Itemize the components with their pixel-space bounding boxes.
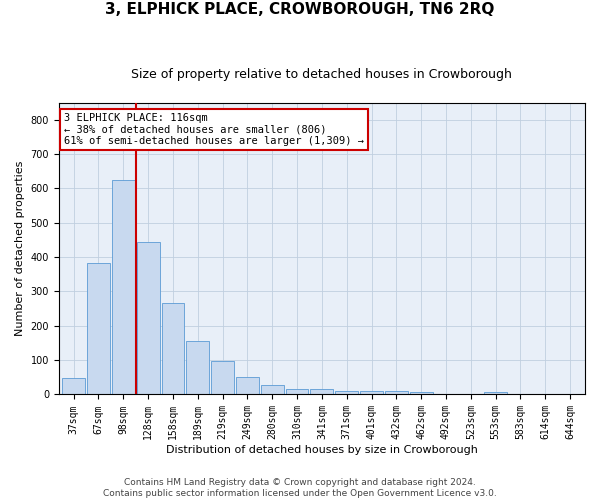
Bar <box>87 263 110 394</box>
Bar <box>360 391 383 394</box>
Bar <box>385 391 408 394</box>
Bar <box>161 303 184 394</box>
Bar <box>211 361 234 394</box>
Bar <box>310 390 334 394</box>
Text: Contains HM Land Registry data © Crown copyright and database right 2024.
Contai: Contains HM Land Registry data © Crown c… <box>103 478 497 498</box>
Bar <box>261 385 284 394</box>
Bar <box>286 390 308 394</box>
Text: 3, ELPHICK PLACE, CROWBOROUGH, TN6 2RQ: 3, ELPHICK PLACE, CROWBOROUGH, TN6 2RQ <box>106 2 494 18</box>
Bar <box>112 180 135 394</box>
Y-axis label: Number of detached properties: Number of detached properties <box>15 161 25 336</box>
X-axis label: Distribution of detached houses by size in Crowborough: Distribution of detached houses by size … <box>166 445 478 455</box>
Bar <box>484 392 507 394</box>
Bar <box>187 341 209 394</box>
Title: Size of property relative to detached houses in Crowborough: Size of property relative to detached ho… <box>131 68 512 80</box>
Bar <box>410 392 433 394</box>
Bar <box>335 391 358 394</box>
Bar <box>137 242 160 394</box>
Bar <box>236 376 259 394</box>
Bar <box>62 378 85 394</box>
Text: 3 ELPHICK PLACE: 116sqm
← 38% of detached houses are smaller (806)
61% of semi-d: 3 ELPHICK PLACE: 116sqm ← 38% of detache… <box>64 112 364 146</box>
